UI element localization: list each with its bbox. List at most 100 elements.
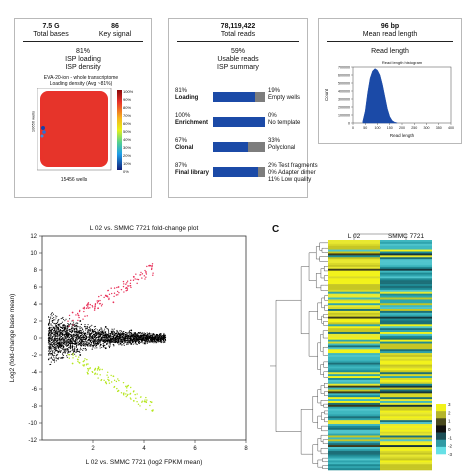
scatter-point — [50, 354, 52, 356]
scatter-series-point — [104, 381, 107, 384]
scatter-point-up — [91, 304, 93, 307]
scatter-point — [96, 342, 99, 344]
scatter-point — [50, 331, 53, 333]
scatter-point-up — [125, 287, 127, 290]
scatter-point — [127, 332, 129, 334]
scatter-point-down — [123, 392, 125, 394]
heatmap-cell — [380, 466, 432, 469]
scatter-point — [75, 327, 77, 329]
heatmap-cell — [328, 468, 380, 471]
heatmap-cell — [380, 257, 432, 260]
heatmap-cell — [328, 464, 380, 467]
scatter-point — [127, 341, 129, 343]
scatter-point-up — [152, 272, 154, 274]
scatter-point-up — [145, 271, 147, 273]
scatter-point — [105, 343, 108, 346]
scatter-point — [135, 339, 137, 341]
scatter-point — [146, 334, 148, 336]
scatter-point — [144, 342, 146, 344]
scatter-point — [118, 337, 120, 340]
total-reads-value: 78,119,422 — [220, 23, 256, 30]
scatter-point-up — [89, 307, 91, 309]
scatter-point — [53, 351, 55, 353]
heatmap-cell — [380, 251, 432, 254]
scatter-point — [84, 336, 86, 338]
scatter-point — [62, 316, 64, 319]
heatmap-cell — [380, 297, 432, 300]
scatter-point-up — [78, 310, 81, 313]
scatter-point — [111, 335, 113, 337]
scatter-point — [100, 331, 102, 333]
scatter-point — [50, 350, 52, 352]
heatmap-cell — [380, 383, 432, 386]
scatter-point — [58, 325, 60, 327]
scatter-point — [51, 346, 53, 348]
scatter-point — [48, 338, 50, 340]
scatter-point — [84, 326, 86, 328]
scatter-point-down — [127, 393, 129, 396]
scatter-point — [56, 335, 58, 337]
scatter-point — [86, 331, 88, 333]
heatmap-colorkey-segment — [436, 432, 446, 441]
heatmap-colorkey-label: -1 — [448, 435, 452, 440]
scatter-point — [160, 335, 162, 337]
scatter-point — [146, 342, 148, 344]
scatter-point — [61, 342, 63, 344]
x-tick-label: 150 — [387, 126, 393, 130]
scatter-point — [83, 336, 85, 338]
heatmap-cell — [328, 349, 380, 352]
scatter-point — [76, 325, 78, 327]
scatter-point — [136, 344, 138, 346]
scatter-point-up — [108, 293, 111, 295]
scatter-point — [58, 341, 61, 343]
scatter-point — [58, 351, 60, 353]
scatter-point — [79, 342, 81, 344]
scatter-point-up — [130, 279, 132, 282]
scatter-point — [55, 360, 57, 362]
scatter-point — [107, 336, 109, 338]
scatter-point-down — [86, 363, 88, 365]
scatter-point — [88, 332, 91, 334]
scatter-point — [71, 327, 73, 329]
scatter-point — [53, 354, 55, 357]
scatter-point — [62, 331, 64, 333]
scatter-point — [140, 332, 143, 334]
scatter-point — [68, 336, 70, 338]
scatter-point — [89, 329, 91, 331]
scatter-point-down — [83, 364, 86, 366]
scatter-point-down — [67, 354, 69, 356]
scatter-point — [50, 332, 52, 334]
scatter-point-up — [130, 286, 132, 289]
column-dendrogram — [353, 233, 407, 240]
scatter-point — [109, 342, 111, 344]
scatter-point-up — [122, 285, 125, 288]
scatter-point — [110, 332, 112, 334]
scatter-point — [57, 352, 59, 354]
scatter-point — [64, 324, 66, 326]
scatter-point — [128, 337, 130, 340]
scatter-point — [62, 344, 64, 346]
heatmap-cell — [328, 429, 380, 432]
scatter-series-point — [92, 330, 94, 333]
heatmap-cell — [328, 328, 380, 331]
scatter-point — [48, 335, 50, 337]
scatter-point — [80, 336, 82, 338]
heatmap-cell — [328, 456, 380, 459]
heatmap-cell — [380, 289, 432, 293]
scatter-point — [109, 339, 111, 342]
scatter-point — [104, 341, 106, 343]
scatter-point — [60, 318, 62, 320]
scatter-point — [49, 352, 51, 355]
heatmap-cell — [380, 355, 432, 358]
heatmap-cell — [328, 245, 380, 248]
scatter-point — [56, 326, 58, 328]
x-tick-label: 250 — [411, 126, 417, 130]
colorbar-tick-label: 50% — [123, 129, 132, 134]
heatmap-cell — [328, 443, 380, 446]
scatter-point — [152, 333, 154, 335]
scatter-point — [134, 339, 136, 341]
scatter-point — [127, 338, 129, 340]
scatter-point — [94, 347, 96, 349]
x-tick-label: 200 — [399, 126, 405, 130]
scatter-point — [60, 330, 62, 332]
